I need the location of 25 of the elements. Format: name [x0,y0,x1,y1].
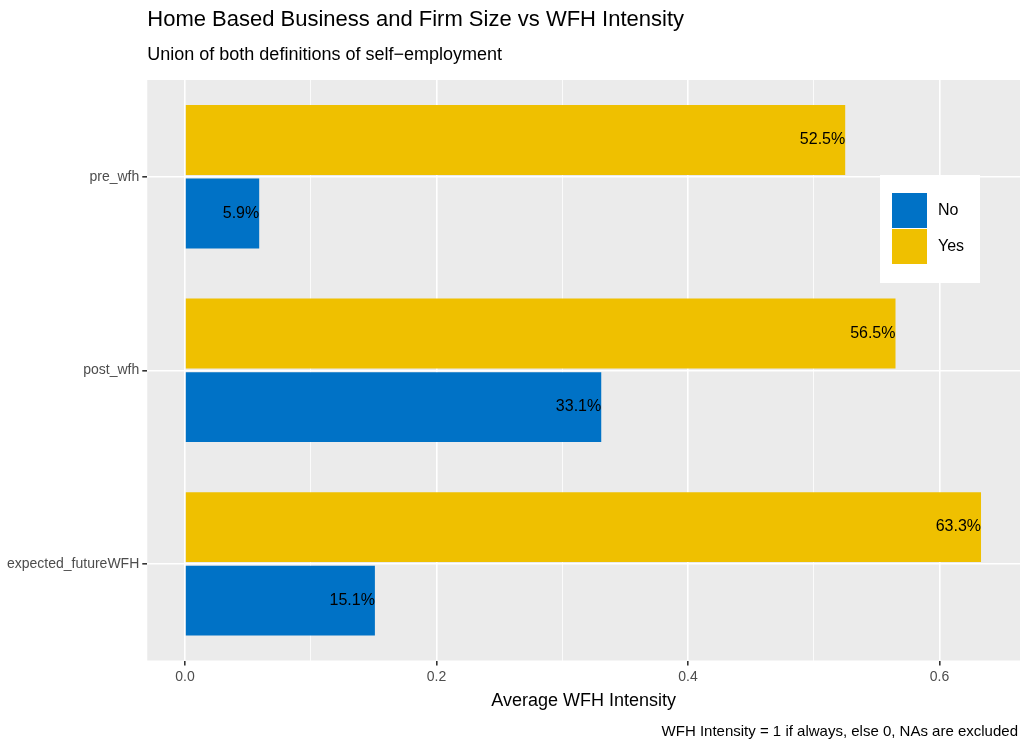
data-label: 33.1% [555,397,602,415]
data-label: 56.5% [850,323,896,341]
chart-subtitle: Union of both definitions of self−employment [147,44,502,64]
bar [185,298,896,369]
x-axis-title: Average WFH Intensity [491,690,677,711]
x-tick-label: 0.2 [426,667,447,684]
x-tick-label: 0.0 [175,667,195,684]
text: WFH Intensity = 1 if always, else 0, NAs are excluded [661,722,1018,739]
y-tick-label: post_wfh [83,361,140,378]
bar [185,105,846,175]
bar [185,565,375,636]
y-tick-label: expected_futureWFH [6,554,140,571]
x-tick-label: 0.6 [929,667,950,684]
x-tick-label: 0.4 [678,667,698,684]
bar [185,492,982,562]
data-label: 63.3% [935,517,982,535]
legend-label: Yes [938,237,965,255]
bar [185,372,602,442]
bar [185,178,260,249]
y-tick-label: pre_wfh [89,167,140,184]
data-label: 52.5% [799,130,846,148]
data-label: 5.9% [222,203,260,221]
legend-label: No [938,201,959,219]
data-label: 15.1% [329,591,375,609]
chart-title: Home Based Business and Firm Size vs WFH Intensity [147,6,685,31]
